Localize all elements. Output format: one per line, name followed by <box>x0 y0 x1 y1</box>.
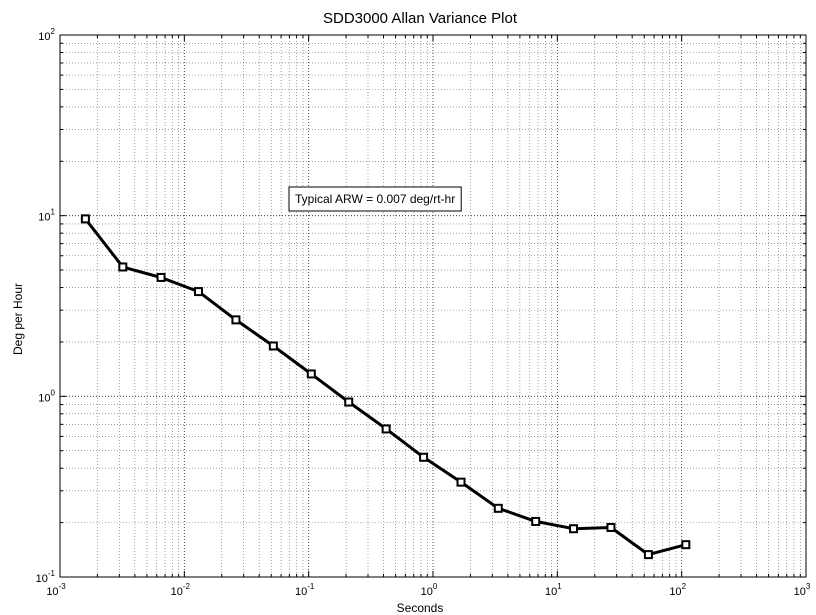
annotation: Typical ARW = 0.007 deg/rt-hr <box>288 186 462 212</box>
x-tick-label: 100 <box>421 582 438 598</box>
data-point <box>456 477 466 487</box>
data-series <box>80 214 691 560</box>
data-point <box>80 214 90 224</box>
y-tick-label: 10-1 <box>36 569 56 585</box>
annotation-text: Typical ARW = 0.007 deg/rt-hr <box>295 192 455 206</box>
plot-area <box>59 34 807 578</box>
data-point <box>344 397 354 407</box>
major-gridlines <box>60 35 806 577</box>
data-point <box>118 262 128 272</box>
x-tick-label: 10-2 <box>171 582 191 598</box>
data-point <box>306 369 316 379</box>
series-line <box>84 217 687 557</box>
y-tick-label: 101 <box>38 208 55 224</box>
x-axis-label: Seconds <box>397 601 444 615</box>
data-point <box>493 503 503 513</box>
data-point <box>643 550 653 560</box>
data-point <box>381 424 391 434</box>
x-tick-label: 10-3 <box>46 582 66 598</box>
x-tick-label: 10-1 <box>295 582 315 598</box>
data-point <box>156 272 166 282</box>
x-tick-label: 103 <box>794 582 811 598</box>
chart-title: SDD3000 Allan Variance Plot <box>323 10 518 27</box>
y-tick-label: 100 <box>38 388 55 404</box>
y-tick-label: 102 <box>38 27 55 43</box>
data-point <box>194 287 204 297</box>
data-point <box>569 524 579 534</box>
data-point <box>419 452 429 462</box>
tick-labels: 10-3 10-2 10-1 100 101 102 103 10-1 100 101 102 <box>36 27 811 598</box>
y-axis-label: Deg per Hour <box>11 283 25 355</box>
data-point <box>268 341 278 351</box>
data-point <box>606 522 616 532</box>
annotation-box <box>288 186 462 212</box>
data-point <box>231 315 241 325</box>
data-point <box>531 516 541 526</box>
x-tick-label: 101 <box>545 582 562 598</box>
data-point <box>681 540 691 550</box>
x-tick-label: 102 <box>669 582 686 598</box>
